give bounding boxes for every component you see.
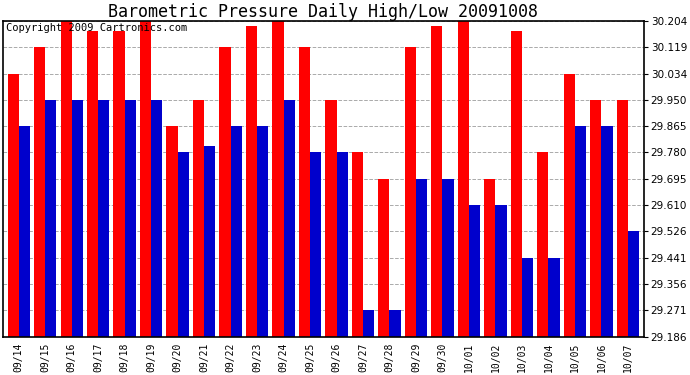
Bar (378, 179, 389, 337)
Bar (219, 47, 230, 337)
Bar (564, 74, 575, 337)
Bar (61, 21, 72, 337)
Bar (8, 74, 19, 337)
Bar (352, 152, 363, 337)
Bar (19, 126, 30, 337)
Bar (431, 26, 442, 337)
Bar (538, 152, 549, 337)
Bar (389, 310, 401, 337)
Bar (495, 205, 506, 337)
Bar (87, 32, 98, 337)
Bar (166, 126, 177, 337)
Bar (230, 126, 241, 337)
Bar (522, 258, 533, 337)
Bar (337, 152, 348, 337)
Bar (617, 100, 628, 337)
Bar (273, 21, 284, 337)
Bar (299, 47, 310, 337)
Bar (590, 100, 602, 337)
Bar (310, 152, 321, 337)
Bar (125, 100, 136, 337)
Bar (284, 100, 295, 337)
Bar (458, 21, 469, 337)
Bar (469, 205, 480, 337)
Bar (363, 310, 374, 337)
Bar (326, 100, 337, 337)
Bar (246, 26, 257, 337)
Bar (484, 179, 495, 337)
Bar (98, 100, 109, 337)
Text: Copyright 2009 Cartronics.com: Copyright 2009 Cartronics.com (6, 22, 187, 33)
Bar (151, 100, 162, 337)
Bar (442, 179, 453, 337)
Bar (602, 126, 613, 337)
Bar (140, 21, 151, 337)
Bar (177, 152, 189, 337)
Bar (575, 126, 586, 337)
Bar (416, 179, 427, 337)
Bar (45, 100, 57, 337)
Bar (113, 32, 125, 337)
Bar (549, 258, 560, 337)
Bar (34, 47, 45, 337)
Title: Barometric Pressure Daily High/Low 20091008: Barometric Pressure Daily High/Low 20091… (108, 3, 538, 21)
Bar (405, 47, 416, 337)
Bar (72, 100, 83, 337)
Bar (511, 32, 522, 337)
Bar (257, 126, 268, 337)
Bar (628, 231, 639, 337)
Bar (193, 100, 204, 337)
Bar (204, 146, 215, 337)
